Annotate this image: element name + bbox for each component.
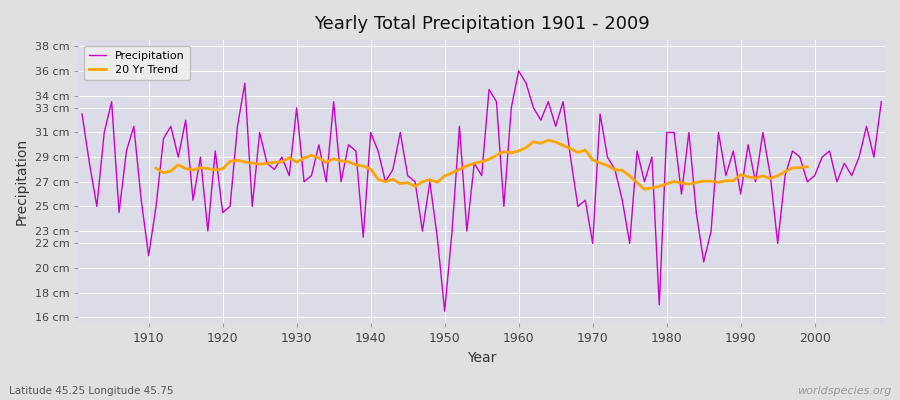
- 20 Yr Trend: [150, 166, 161, 171]
- Precipitation: [299, 179, 310, 184]
- Line: 20 Yr Trend: 20 Yr Trend: [156, 140, 807, 189]
- Legend: Precipitation, 20 Yr Trend: Precipitation, 20 Yr Trend: [84, 46, 190, 80]
- 20 Yr Trend: [639, 187, 650, 192]
- 20 Yr Trend: [284, 155, 294, 160]
- Precipitation: [136, 198, 147, 203]
- Precipitation: [76, 112, 87, 116]
- 20 Yr Trend: [217, 166, 228, 171]
- Precipitation: [513, 68, 524, 73]
- Text: worldspecies.org: worldspecies.org: [796, 386, 891, 396]
- Precipitation: [528, 106, 539, 110]
- Precipitation: [343, 142, 354, 147]
- 20 Yr Trend: [402, 180, 413, 185]
- 20 Yr Trend: [802, 164, 813, 169]
- Precipitation: [521, 81, 532, 86]
- 20 Yr Trend: [742, 174, 753, 179]
- Line: Precipitation: Precipitation: [82, 71, 881, 311]
- Precipitation: [616, 198, 627, 203]
- Precipitation: [876, 99, 886, 104]
- X-axis label: Year: Year: [467, 351, 497, 365]
- Y-axis label: Precipitation: Precipitation: [15, 138, 29, 225]
- Title: Yearly Total Precipitation 1901 - 2009: Yearly Total Precipitation 1901 - 2009: [314, 15, 650, 33]
- 20 Yr Trend: [232, 158, 243, 163]
- 20 Yr Trend: [483, 157, 494, 162]
- Text: Latitude 45.25 Longitude 45.75: Latitude 45.25 Longitude 45.75: [9, 386, 174, 396]
- 20 Yr Trend: [543, 138, 553, 142]
- Precipitation: [439, 309, 450, 314]
